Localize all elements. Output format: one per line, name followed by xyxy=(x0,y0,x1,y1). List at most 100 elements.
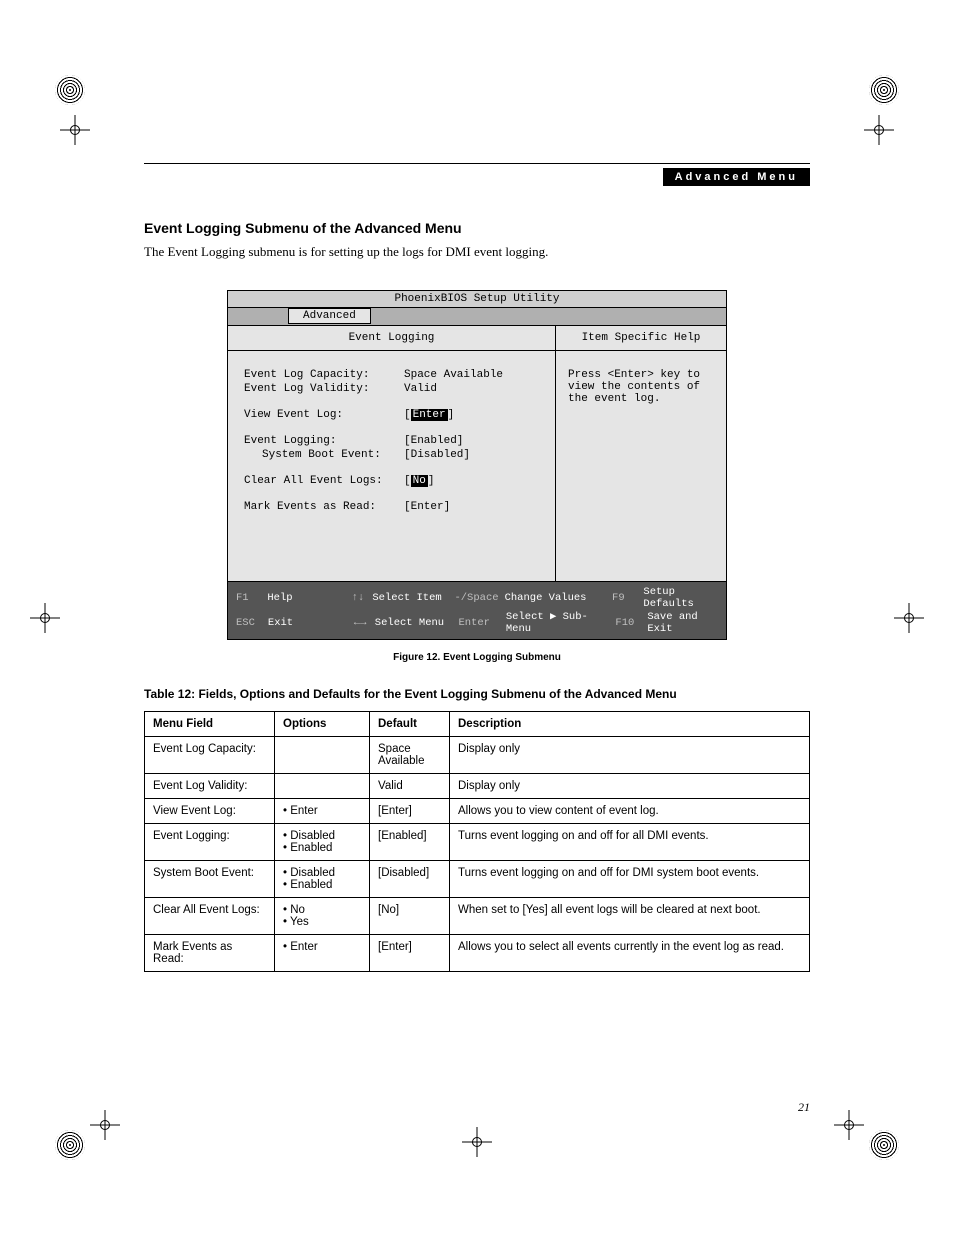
cell-options: DisabledEnabled xyxy=(275,824,370,861)
cell-default: Valid xyxy=(370,774,450,799)
cell-description: When set to [Yes] all event logs will be… xyxy=(450,898,810,935)
table-title: Table 12: Fields, Options and Defaults f… xyxy=(144,687,810,701)
exit-label: Exit xyxy=(268,617,346,629)
bios-help-text: Press <Enter> key to view the contents o… xyxy=(556,351,726,581)
bios-column-headers: Event Logging Item Specific Help xyxy=(228,326,726,351)
cell-field: Event Logging: xyxy=(145,824,275,861)
esc-key[interactable]: ESC xyxy=(236,617,262,629)
printer-mark-icon xyxy=(55,75,85,105)
cell-default: [Enter] xyxy=(370,799,450,824)
f9-key[interactable]: F9 xyxy=(612,592,637,604)
table-row: View Event Log:Enter[Enter]Allows you to… xyxy=(145,799,810,824)
table-row: Mark Events as Read:Enter[Enter]Allows y… xyxy=(145,935,810,972)
crosshair-icon xyxy=(462,1127,492,1157)
bios-field-value: Space Available xyxy=(404,369,539,381)
cell-field: View Event Log: xyxy=(145,799,275,824)
cell-description: Allows you to select all events currentl… xyxy=(450,935,810,972)
cell-options: DisabledEnabled xyxy=(275,861,370,898)
cell-default: [Disabled] xyxy=(370,861,450,898)
select-submenu-label: Select ▶ Sub-Menu xyxy=(506,610,610,635)
arrow-updown-icon: ↑↓ xyxy=(349,592,366,604)
crosshair-icon xyxy=(834,1110,864,1140)
bios-field-value[interactable]: [Enabled] xyxy=(404,435,539,447)
arrow-leftright-icon: ←→ xyxy=(352,617,369,629)
bios-field-value: Valid xyxy=(404,383,539,395)
bios-field-label[interactable]: Mark Events as Read: xyxy=(244,501,404,513)
cell-description: Display only xyxy=(450,774,810,799)
cell-options xyxy=(275,737,370,774)
bios-footer: F1 Help ↑↓ Select Item -/Space Change Va… xyxy=(228,581,726,639)
cell-description: Turns event logging on and off for DMI s… xyxy=(450,861,810,898)
col-options: Options xyxy=(275,712,370,737)
enter-key[interactable]: Enter xyxy=(458,617,499,629)
bios-screenshot: PhoenixBIOS Setup Utility Advanced Event… xyxy=(227,290,727,640)
header-rule xyxy=(144,163,810,164)
col-menu-field: Menu Field xyxy=(145,712,275,737)
fields-table: Menu Field Options Default Description E… xyxy=(144,711,810,972)
content-area: Event Logging Submenu of the Advanced Me… xyxy=(144,220,810,972)
bios-body: Event Log Capacity: Space Available Even… xyxy=(228,351,726,581)
minus-space-key[interactable]: -/Space xyxy=(454,592,498,604)
col-description: Description xyxy=(450,712,810,737)
table-row: Event Logging:DisabledEnabled[Enabled]Tu… xyxy=(145,824,810,861)
cell-default: [Enabled] xyxy=(370,824,450,861)
bios-tab-advanced[interactable]: Advanced xyxy=(288,308,371,324)
bios-field-label[interactable]: Clear All Event Logs: xyxy=(244,475,404,487)
printer-mark-icon xyxy=(869,1130,899,1160)
document-page: Advanced Menu Event Logging Submenu of t… xyxy=(0,0,954,1235)
crosshair-icon xyxy=(864,115,894,145)
cell-options: NoYes xyxy=(275,898,370,935)
crosshair-icon xyxy=(60,115,90,145)
printer-mark-icon xyxy=(869,75,899,105)
bios-menu-list: Event Log Capacity: Space Available Even… xyxy=(228,351,556,581)
bios-field-label[interactable]: Event Logging: xyxy=(244,435,404,447)
bios-field-value[interactable]: [Enter] xyxy=(404,409,539,421)
bios-field-value[interactable]: [Disabled] xyxy=(404,449,539,461)
f1-key[interactable]: F1 xyxy=(236,592,261,604)
bios-tab-row: Advanced xyxy=(228,308,726,326)
bios-field-label[interactable]: View Event Log: xyxy=(244,409,404,421)
section-title: Event Logging Submenu of the Advanced Me… xyxy=(144,220,810,236)
bios-left-header: Event Logging xyxy=(228,326,556,350)
table-row: Event Log Capacity: Space AvailableDispla… xyxy=(145,737,810,774)
printer-mark-icon xyxy=(55,1130,85,1160)
bios-right-header: Item Specific Help xyxy=(556,326,726,350)
table-row: System Boot Event:DisabledEnabled[Disabl… xyxy=(145,861,810,898)
cell-field: Mark Events as Read: xyxy=(145,935,275,972)
cell-description: Display only xyxy=(450,737,810,774)
select-item-label: Select Item xyxy=(372,592,448,604)
figure-caption: Figure 12. Event Logging Submenu xyxy=(144,652,810,663)
bios-field-value[interactable]: [Enter] xyxy=(404,501,539,513)
help-label: Help xyxy=(267,592,343,604)
f10-key[interactable]: F10 xyxy=(615,617,641,629)
select-menu-label: Select Menu xyxy=(375,617,453,629)
cell-field: Clear All Event Logs: xyxy=(145,898,275,935)
col-default: Default xyxy=(370,712,450,737)
cell-options: Enter xyxy=(275,935,370,972)
table-header-row: Menu Field Options Default Description xyxy=(145,712,810,737)
save-exit-label: Save and Exit xyxy=(647,611,718,635)
cell-options xyxy=(275,774,370,799)
bios-title: PhoenixBIOS Setup Utility xyxy=(228,291,726,308)
cell-field: Event Log Capacity: xyxy=(145,737,275,774)
bios-field-label: Event Log Capacity: xyxy=(244,369,404,381)
cell-field: Event Log Validity: xyxy=(145,774,275,799)
bios-field-value[interactable]: [No] xyxy=(404,475,539,487)
cell-options: Enter xyxy=(275,799,370,824)
table-row: Clear All Event Logs:NoYes[No]When set t… xyxy=(145,898,810,935)
crosshair-icon xyxy=(30,603,60,633)
page-number: 21 xyxy=(798,1100,810,1115)
header-section-label: Advanced Menu xyxy=(663,168,810,186)
cell-default: [No] xyxy=(370,898,450,935)
cell-field: System Boot Event: xyxy=(145,861,275,898)
crosshair-icon xyxy=(894,603,924,633)
section-description: The Event Logging submenu is for setting… xyxy=(144,244,810,260)
cell-description: Allows you to view content of event log. xyxy=(450,799,810,824)
crosshair-icon xyxy=(90,1110,120,1140)
cell-description: Turns event logging on and off for all D… xyxy=(450,824,810,861)
bios-field-label[interactable]: System Boot Event: xyxy=(244,449,404,461)
cell-default: [Enter] xyxy=(370,935,450,972)
cell-default: Space Available xyxy=(370,737,450,774)
change-values-label: Change Values xyxy=(505,592,606,604)
bios-field-label: Event Log Validity: xyxy=(244,383,404,395)
